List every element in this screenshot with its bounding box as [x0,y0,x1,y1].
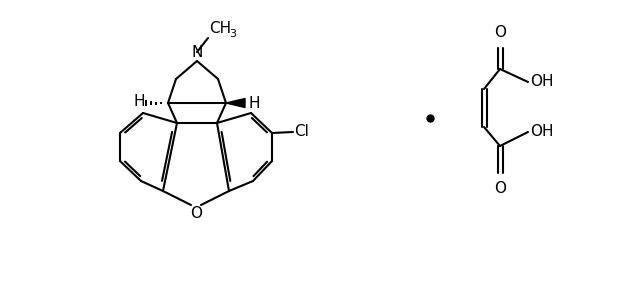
Text: OH: OH [530,125,554,139]
Text: H: H [248,95,259,110]
Text: 3: 3 [229,29,236,39]
Text: O: O [494,181,506,196]
Text: OH: OH [530,75,554,89]
Text: H: H [134,95,145,110]
Text: O: O [190,206,202,221]
Text: N: N [191,45,203,60]
Text: O: O [494,25,506,40]
Polygon shape [226,98,245,107]
Text: Cl: Cl [294,125,309,139]
Text: CH: CH [209,21,231,36]
